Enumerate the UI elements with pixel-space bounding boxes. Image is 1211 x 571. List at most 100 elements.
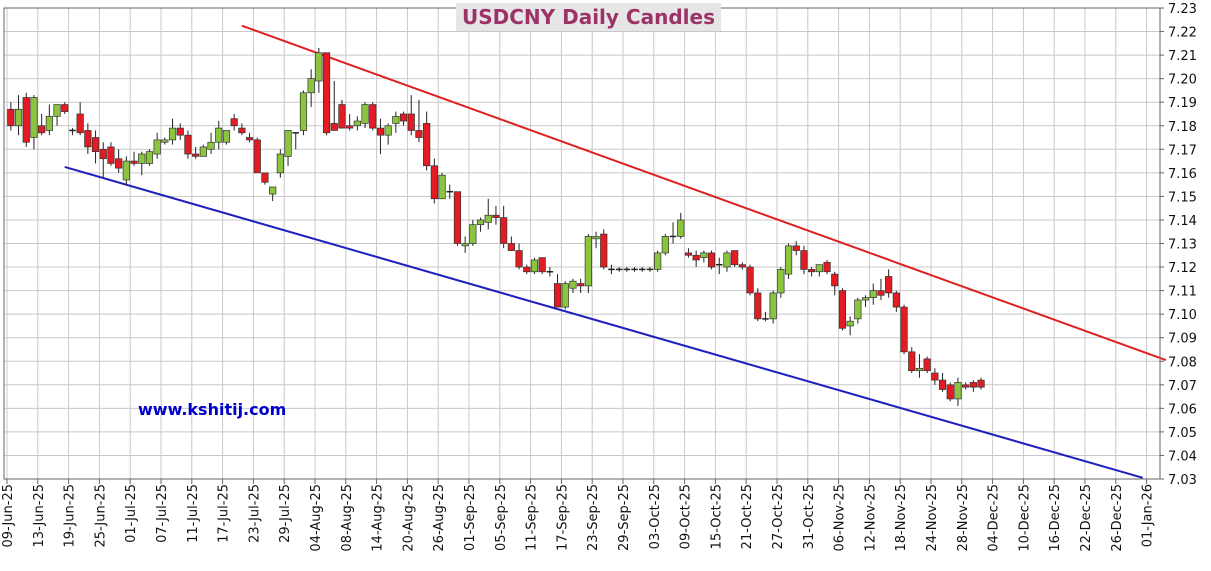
candle-body-up xyxy=(569,280,577,289)
candle-body-down xyxy=(376,127,385,136)
candle xyxy=(500,205,508,249)
candle xyxy=(769,290,777,324)
candle-body-down xyxy=(746,266,754,294)
candle-body-up xyxy=(784,245,793,275)
candle xyxy=(361,102,369,129)
candle-body-down xyxy=(892,292,900,308)
candle-body-down xyxy=(130,160,138,164)
candle xyxy=(569,278,577,293)
x-tick-label: 16-Dec-25 xyxy=(1048,484,1063,552)
x-tick-label: 14-Aug-25 xyxy=(371,484,386,552)
candle xyxy=(746,264,754,296)
x-tick-label: 27-Oct-25 xyxy=(771,484,786,549)
watermark-link[interactable]: www.kshitij.com xyxy=(138,400,287,419)
candle xyxy=(507,236,515,251)
candle xyxy=(646,267,654,272)
candle xyxy=(515,243,523,270)
x-tick-label: 05-Sep-25 xyxy=(494,484,509,551)
candle xyxy=(716,257,723,275)
candle xyxy=(854,297,862,324)
y-tick-label: 7.23 xyxy=(1168,2,1197,17)
candle-body-down xyxy=(538,257,546,273)
x-tick-label: 24-Nov-25 xyxy=(925,484,940,552)
candle xyxy=(30,95,38,150)
candle xyxy=(346,113,354,131)
candle-body-down xyxy=(962,384,970,388)
candle-body-down xyxy=(399,113,408,122)
x-tick-label: 23-Sep-25 xyxy=(586,484,601,551)
y-tick-label: 7.16 xyxy=(1168,167,1197,182)
candle xyxy=(900,304,908,355)
candle xyxy=(161,137,169,145)
candle xyxy=(99,142,107,178)
candle-body-down xyxy=(415,130,423,138)
candle xyxy=(176,123,184,140)
x-tick-label: 26-Dec-25 xyxy=(1110,484,1125,552)
candle xyxy=(808,267,816,277)
candle-body-up xyxy=(392,115,400,124)
candle-body-down xyxy=(184,134,192,155)
candle-body-up xyxy=(861,297,870,301)
candle-body-down xyxy=(507,243,515,251)
x-tick-label: 11-Sep-25 xyxy=(525,484,540,551)
candle-body-down xyxy=(7,108,15,127)
candle xyxy=(322,52,331,136)
candle-body-down xyxy=(977,379,985,388)
x-tick-label: 03-Oct-25 xyxy=(648,484,663,549)
candle xyxy=(962,382,970,390)
candle-body-up xyxy=(461,243,469,247)
candle-body-down xyxy=(823,261,831,273)
candle-body-down xyxy=(684,252,693,256)
y-tick-label: 7.06 xyxy=(1168,402,1197,417)
candle xyxy=(207,132,215,155)
x-tick-label: 25-Jun-25 xyxy=(93,484,108,548)
candle xyxy=(84,123,92,155)
x-tick-label: 18-Nov-25 xyxy=(894,484,909,552)
candle xyxy=(461,236,469,253)
candle-body-up xyxy=(269,186,277,195)
candle-body-up xyxy=(915,367,924,372)
candle-body-up xyxy=(815,264,823,273)
candle-body-up xyxy=(153,139,161,155)
candle xyxy=(269,186,277,202)
candles xyxy=(7,48,985,406)
candle xyxy=(777,267,785,298)
x-tick-label: 23-Jul-25 xyxy=(247,484,262,543)
candle-body-up xyxy=(207,141,215,150)
candle-body-up xyxy=(654,252,662,270)
candle-body-down xyxy=(800,250,808,270)
candle-body-down xyxy=(885,276,893,294)
candle-body-up xyxy=(199,146,207,157)
candle xyxy=(677,212,685,239)
candle xyxy=(553,274,562,308)
candle-body-up xyxy=(384,125,392,136)
candle xyxy=(492,205,500,225)
x-axis: 09-Jun-25 13-Jun-25 19-Jun-25 25-Jun-25 01-J… xyxy=(1,479,1156,552)
x-tick-label: 06-Nov-25 xyxy=(833,484,848,552)
y-tick-label: 7.17 xyxy=(1168,143,1197,158)
y-tick-label: 7.03 xyxy=(1168,473,1197,488)
candle xyxy=(707,250,716,270)
candle xyxy=(192,146,200,159)
candle xyxy=(800,245,808,275)
candle xyxy=(754,288,762,322)
candle xyxy=(838,288,847,331)
candle xyxy=(145,149,154,166)
candle xyxy=(977,377,985,390)
candle xyxy=(315,48,323,93)
candle xyxy=(923,356,931,374)
candle xyxy=(846,316,854,336)
candle-body-down xyxy=(500,217,508,244)
candle xyxy=(915,354,924,378)
y-tick-label: 7.12 xyxy=(1168,261,1197,276)
candle xyxy=(138,151,146,176)
chart-title: USDCNY Daily Candles xyxy=(462,5,715,29)
y-tick-label: 7.14 xyxy=(1168,214,1197,229)
candle-body-up xyxy=(45,115,53,131)
candle-body-down xyxy=(76,113,84,134)
candle xyxy=(384,123,392,145)
candle-body-up xyxy=(438,174,446,200)
candle xyxy=(861,295,870,308)
candle xyxy=(669,222,677,244)
candle-body-down xyxy=(808,269,816,273)
